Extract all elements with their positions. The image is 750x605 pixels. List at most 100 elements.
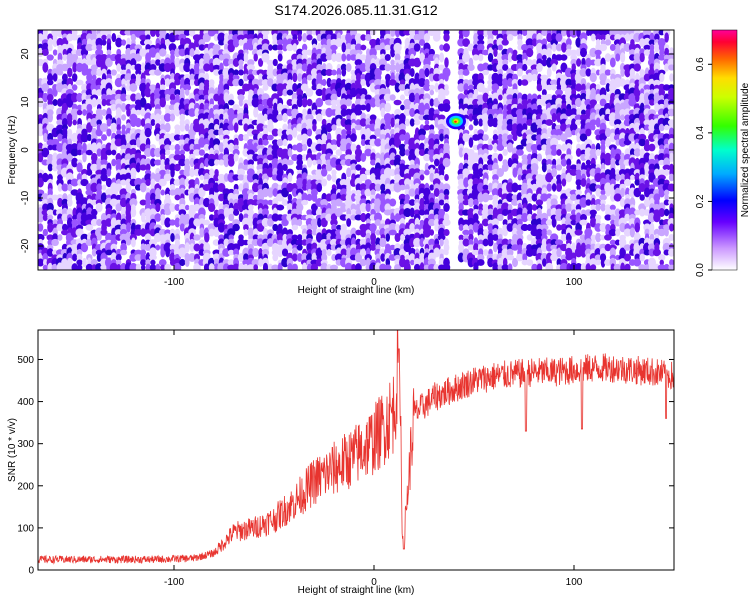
spectrogram-cell bbox=[496, 168, 505, 177]
spectrogram-cell bbox=[546, 114, 552, 121]
spectrogram-cell bbox=[198, 94, 206, 101]
spectrogram-cell bbox=[218, 39, 225, 46]
spectrogram-cell bbox=[70, 178, 79, 187]
spectrogram-cell bbox=[56, 178, 64, 187]
spectrogram-cell bbox=[652, 248, 661, 257]
spectrogram-cell bbox=[302, 153, 308, 162]
spectrogram-cell bbox=[46, 94, 54, 101]
spectrogram-cell bbox=[581, 83, 586, 92]
spectrogram-cell bbox=[384, 44, 392, 51]
spectrogram-cell bbox=[522, 253, 528, 262]
spectrogram-cell bbox=[546, 159, 553, 166]
spectrogram-cell bbox=[653, 79, 661, 86]
spectrogram-cell bbox=[340, 244, 348, 251]
spectrogram-cell bbox=[551, 63, 557, 72]
spectrogram-cell bbox=[497, 78, 504, 87]
spectrogram-cell bbox=[292, 127, 298, 138]
spectrogram-cell bbox=[101, 39, 107, 46]
spectrogram-cell bbox=[149, 264, 157, 270]
spectrogram-cell bbox=[492, 134, 499, 141]
spectrogram-cell bbox=[52, 98, 58, 107]
spectrogram-cell bbox=[556, 84, 562, 91]
snr-ytick-label: 0 bbox=[28, 566, 34, 577]
spectrogram-cell bbox=[301, 184, 308, 191]
spectrogram-cell bbox=[365, 103, 371, 112]
spectrogram-cell bbox=[325, 193, 333, 202]
spectrogram-cell bbox=[306, 193, 313, 202]
spectrogram-cell bbox=[139, 34, 148, 41]
spectrogram-cell bbox=[306, 98, 313, 107]
spectrogram-cell bbox=[491, 139, 500, 146]
spectrogram-cell bbox=[61, 183, 69, 192]
spectrogram-cell bbox=[90, 117, 99, 128]
spectrogram-cell bbox=[633, 258, 642, 267]
spectrogram-cell bbox=[468, 229, 474, 236]
spectrogram-cell bbox=[252, 173, 259, 182]
spectrogram-cell bbox=[66, 57, 74, 68]
spectrogram-cell bbox=[334, 52, 343, 63]
spectrogram-cell bbox=[535, 137, 543, 148]
spectrogram-cell bbox=[212, 57, 221, 68]
spectrogram-cell bbox=[492, 242, 498, 253]
spectrogram-cell bbox=[369, 82, 377, 93]
spectrogram-cell bbox=[150, 30, 156, 37]
spectrogram-cell bbox=[46, 79, 54, 86]
spectrogram-cell bbox=[253, 107, 259, 118]
spectrogram-cell bbox=[150, 259, 156, 266]
spectrogram-cell bbox=[340, 63, 347, 72]
spectrogram-cell bbox=[71, 30, 78, 36]
spectrogram-cell bbox=[276, 39, 284, 46]
spectrogram-cell bbox=[76, 104, 83, 111]
spectrogram-xtick-label: 100 bbox=[566, 277, 583, 288]
spectrogram-cell bbox=[57, 133, 63, 142]
spectrogram-cell bbox=[42, 34, 48, 41]
spectrogram-cell bbox=[507, 134, 514, 141]
spectrogram-cell bbox=[521, 74, 529, 81]
spectrogram-cell bbox=[418, 39, 426, 46]
spectrogram-cell bbox=[424, 162, 430, 173]
spectrogram-cell bbox=[306, 157, 313, 168]
spectrogram-cell bbox=[355, 119, 362, 126]
spectrogram-cell bbox=[95, 114, 103, 121]
spectrogram-cell bbox=[664, 63, 670, 72]
spectrogram-cell bbox=[213, 144, 220, 151]
spectrogram-cell bbox=[369, 97, 377, 108]
spectrogram-cell bbox=[330, 93, 338, 102]
spectrogram-cell bbox=[62, 48, 68, 57]
spectrogram-cell bbox=[310, 142, 319, 153]
spectrogram-cell bbox=[38, 258, 45, 267]
spectrogram-cell bbox=[115, 203, 122, 212]
spectrogram-cell bbox=[320, 217, 328, 228]
spectrogram-cell bbox=[545, 172, 554, 183]
colorbar-tick-label: 0.6 bbox=[695, 57, 706, 71]
spectrogram-cell bbox=[604, 53, 612, 62]
spectrogram-cell bbox=[42, 264, 48, 270]
spectrogram-cell bbox=[379, 227, 387, 238]
spectrogram-cell bbox=[375, 244, 381, 251]
spectrogram-cell bbox=[634, 179, 641, 186]
spectrogram-cell bbox=[110, 69, 117, 76]
spectrogram-cell bbox=[316, 33, 322, 42]
spectrogram-cell bbox=[571, 63, 576, 72]
spectrogram-cell bbox=[364, 188, 373, 197]
spectrogram-cell bbox=[390, 59, 396, 66]
spectrogram-cell bbox=[369, 114, 377, 121]
spectrogram-cell bbox=[85, 189, 94, 196]
spectrogram-cell bbox=[653, 212, 661, 223]
spectrogram-cell bbox=[590, 264, 597, 270]
spectrogram-cell bbox=[158, 259, 167, 266]
spectrogram-cell bbox=[418, 128, 426, 137]
spectrogram-cell bbox=[360, 127, 367, 138]
spectrogram-cell bbox=[218, 134, 224, 141]
spectrogram-cell bbox=[341, 68, 347, 77]
spectrogram-cell bbox=[227, 139, 235, 146]
spectrogram-cell bbox=[82, 257, 87, 268]
spectrogram-cell bbox=[305, 218, 314, 227]
spectrogram-cell bbox=[46, 54, 54, 61]
spectrogram-cell bbox=[145, 178, 151, 187]
spectrogram-cell bbox=[473, 119, 479, 126]
spectrogram-cell bbox=[458, 234, 464, 241]
spectrogram-cell bbox=[302, 144, 308, 151]
spectrogram-cell bbox=[72, 214, 78, 221]
spectrogram-cell bbox=[384, 203, 392, 212]
